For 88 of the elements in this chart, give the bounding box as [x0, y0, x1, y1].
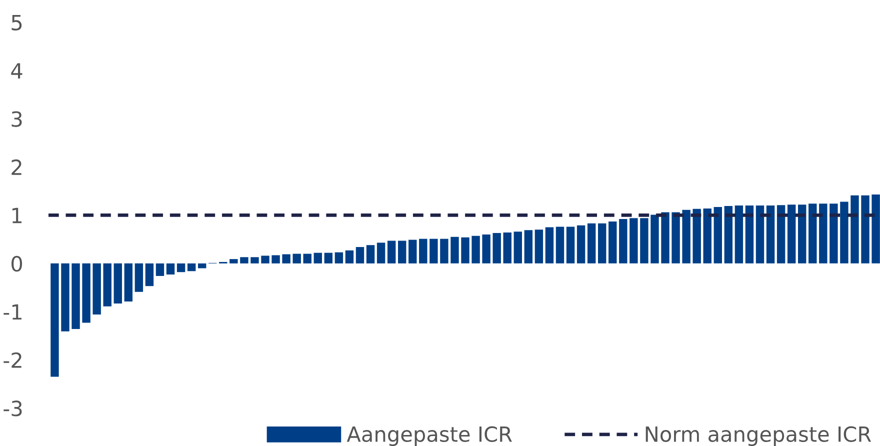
bar — [50, 263, 59, 377]
bar — [514, 232, 522, 264]
bar — [366, 245, 375, 264]
bar — [450, 236, 459, 264]
bar — [430, 238, 438, 264]
bar — [724, 206, 733, 264]
bar — [134, 263, 144, 292]
bar — [682, 210, 690, 264]
y-tick-label: -1 — [4, 304, 22, 320]
bar — [840, 202, 848, 264]
y-tick-label: -3 — [4, 400, 22, 416]
bar — [356, 247, 364, 264]
y-tick-label: 1 — [12, 208, 22, 224]
bar — [198, 263, 206, 268]
bar — [187, 263, 196, 272]
bar — [619, 219, 628, 264]
bar — [587, 223, 596, 264]
bar — [314, 252, 322, 264]
bar — [766, 206, 775, 264]
bar — [756, 206, 764, 264]
bar — [387, 240, 396, 264]
bar — [598, 223, 606, 264]
bar — [230, 259, 238, 264]
bar — [534, 230, 544, 264]
bar — [240, 257, 248, 264]
y-tick-label: -2 — [4, 352, 22, 368]
bar — [334, 252, 344, 264]
bar — [376, 242, 386, 264]
bar — [819, 204, 828, 264]
bar — [408, 240, 417, 264]
bar — [440, 238, 448, 264]
bar — [472, 236, 480, 264]
y-tick-label: 0 — [12, 256, 22, 272]
bar — [787, 204, 796, 264]
bar — [640, 218, 648, 264]
bar — [798, 204, 806, 264]
legend-label: Norm aangepaste ICR — [646, 426, 872, 446]
bar — [303, 254, 312, 264]
bar — [419, 238, 428, 264]
bar — [861, 195, 870, 264]
bar — [703, 208, 712, 264]
bar — [156, 263, 164, 276]
bar — [608, 221, 617, 264]
bar — [145, 263, 154, 286]
y-tick-label: 4 — [11, 63, 22, 78]
bar — [830, 204, 838, 264]
bar — [61, 263, 70, 332]
bar — [503, 232, 512, 264]
bar — [272, 255, 280, 264]
bar — [292, 254, 301, 264]
bar — [72, 263, 80, 330]
y-tick-label: 2 — [12, 159, 22, 175]
bar — [714, 206, 722, 264]
bar — [745, 206, 754, 264]
bar — [324, 252, 333, 264]
bar — [282, 254, 290, 264]
bar — [734, 206, 744, 264]
bar — [345, 250, 354, 264]
bar — [692, 208, 701, 264]
bar — [872, 194, 880, 264]
bar — [176, 263, 186, 272]
bar — [461, 237, 470, 264]
bar — [661, 212, 670, 264]
bar — [398, 240, 406, 264]
bar — [103, 263, 112, 306]
bar — [261, 256, 270, 264]
bar — [566, 226, 575, 264]
bar — [545, 227, 554, 264]
bar — [114, 263, 122, 304]
y-tick-label: 5 — [12, 15, 22, 31]
bar — [630, 218, 638, 264]
bar — [808, 204, 817, 264]
bar — [482, 234, 490, 264]
bar — [92, 263, 101, 315]
bar — [492, 233, 501, 264]
bar — [850, 195, 859, 264]
bar — [672, 212, 680, 264]
bar — [524, 230, 533, 264]
legend-label: Aangepaste ICR — [346, 426, 512, 446]
bar — [124, 263, 133, 302]
bar — [576, 225, 586, 264]
bar — [166, 263, 175, 275]
bar — [556, 226, 564, 264]
bar — [250, 257, 259, 264]
bar — [650, 214, 659, 264]
bar — [776, 205, 786, 264]
y-tick-label: 3 — [12, 111, 22, 127]
bar — [82, 263, 90, 323]
